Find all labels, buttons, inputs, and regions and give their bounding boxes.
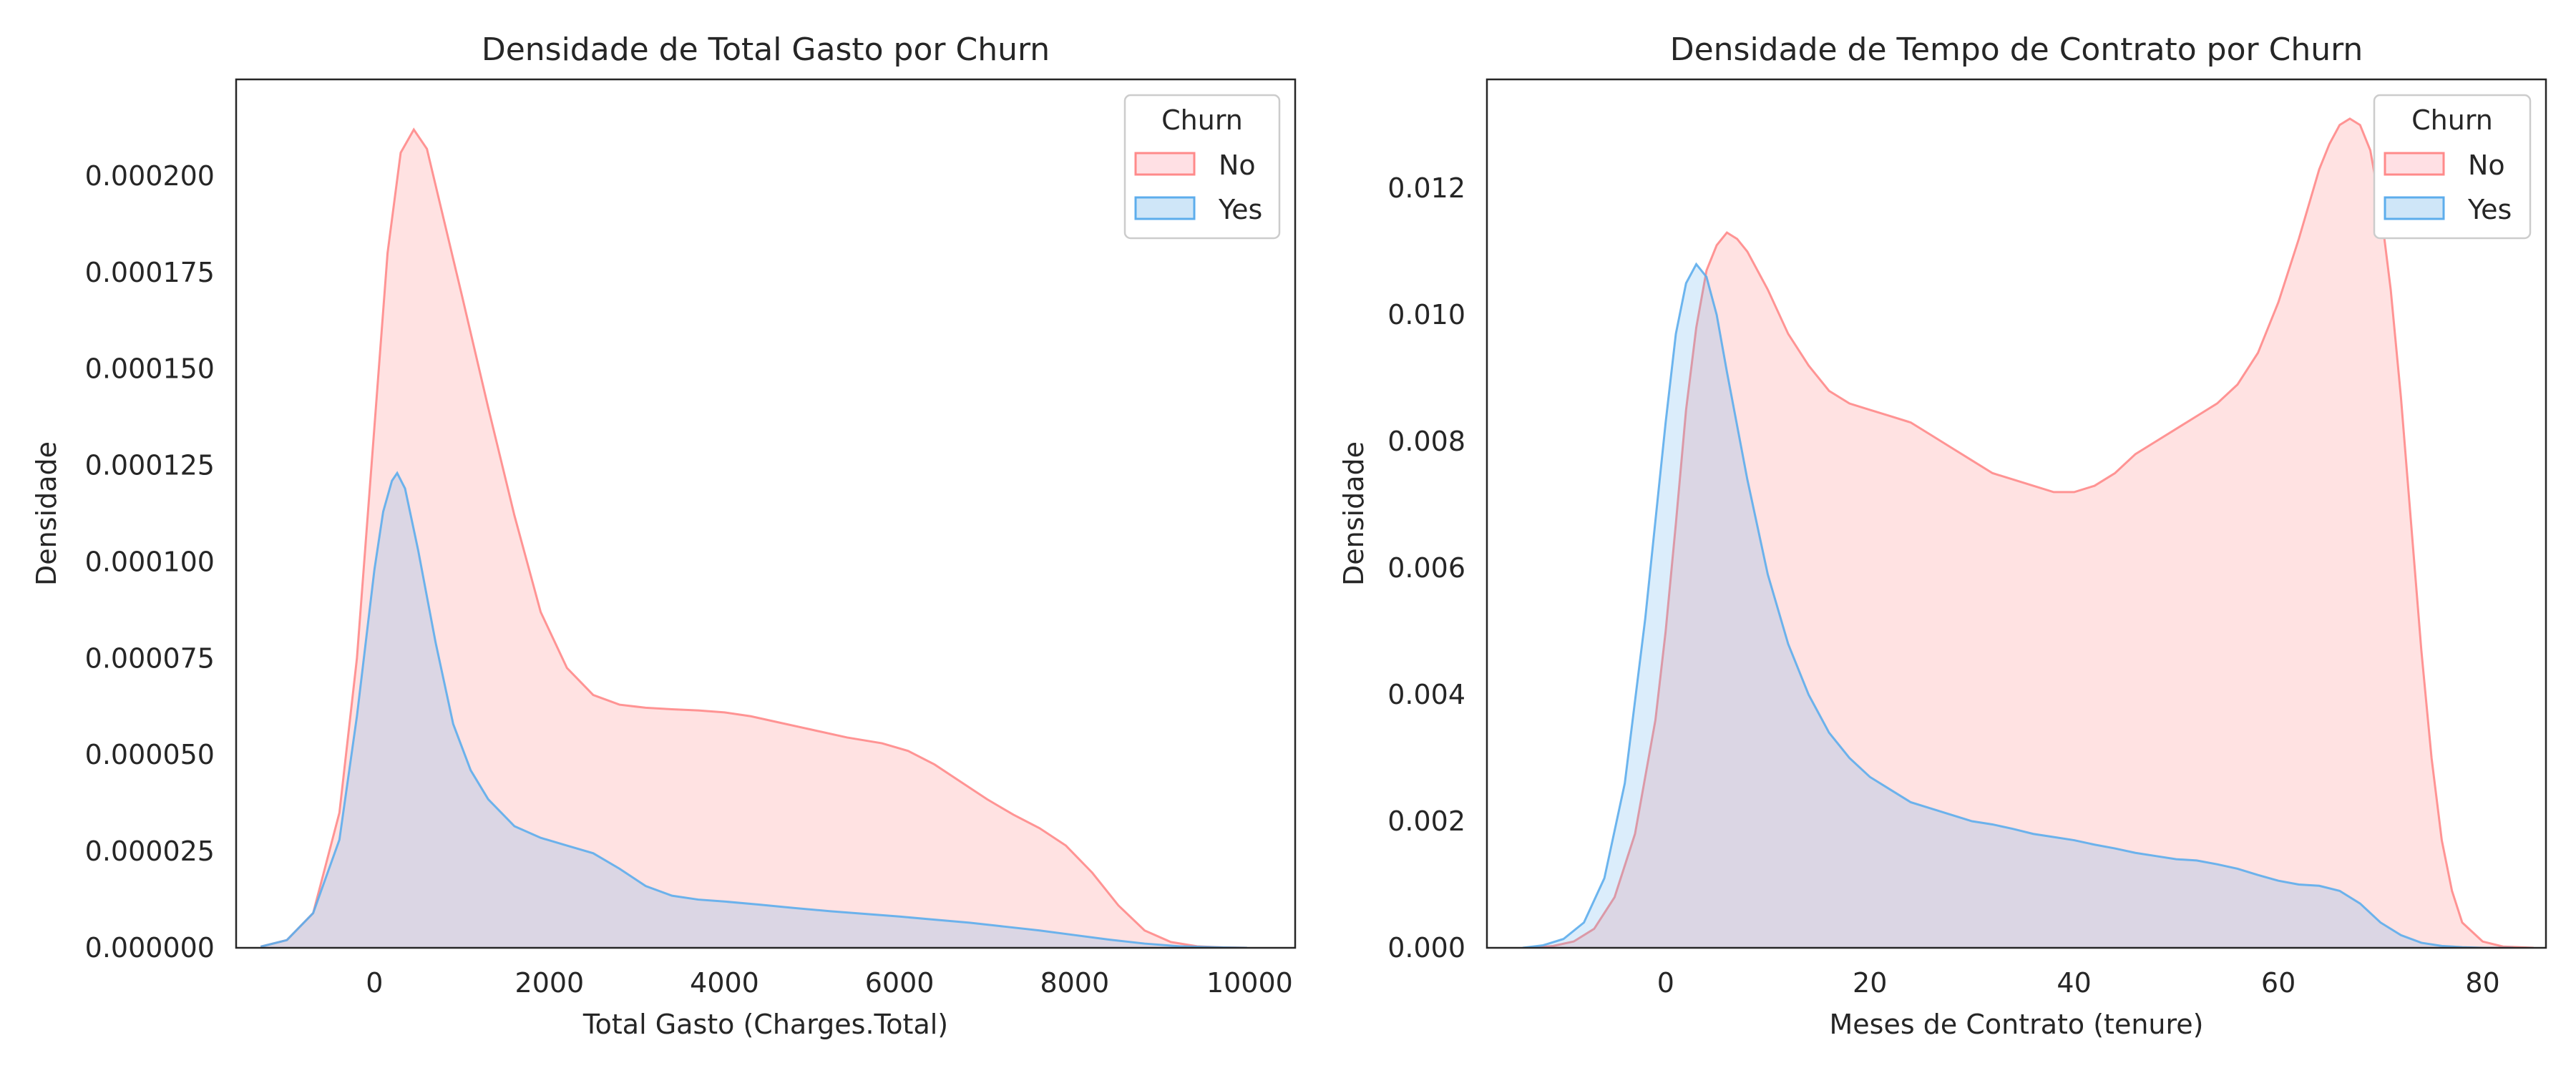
chart-panel-total-gasto: Densidade de Total Gasto por Churn 0 2000… bbox=[31, 31, 1297, 1040]
y-tick-label: 0.000075 bbox=[85, 642, 215, 674]
x-axis-label: Meses de Contrato (tenure) bbox=[1830, 1009, 2204, 1040]
y-tick-label: 0.000100 bbox=[85, 546, 215, 577]
density-line-no bbox=[1533, 117, 2534, 948]
y-tick-label: 0.000000 bbox=[85, 932, 215, 964]
y-tick-label: 0.002 bbox=[1387, 805, 1465, 837]
y-tick-label: 0.010 bbox=[1387, 299, 1465, 330]
plot-frame bbox=[1485, 78, 2547, 949]
x-ticks: 0 20 40 60 80 bbox=[1657, 967, 2500, 999]
plot-frame bbox=[235, 78, 1297, 949]
chart-title: Densidade de Tempo de Contrato por Churn bbox=[1670, 31, 2363, 68]
density-area-no bbox=[1533, 118, 2534, 948]
legend-swatch-no bbox=[2384, 152, 2445, 176]
y-axis-label: Densidade bbox=[31, 441, 62, 586]
density-area-yes bbox=[260, 473, 1247, 948]
legend-swatch-yes bbox=[1134, 196, 1196, 220]
y-tick-label: 0.000025 bbox=[85, 836, 215, 867]
legend-title: Churn bbox=[1161, 104, 1243, 136]
legend-label-yes: Yes bbox=[2467, 194, 2512, 225]
legend-label-yes: Yes bbox=[1218, 194, 1262, 225]
x-tick-label: 40 bbox=[2057, 967, 2091, 999]
density-areas bbox=[1522, 117, 2534, 948]
legend: Churn No Yes bbox=[1123, 94, 1281, 240]
x-tick-label: 8000 bbox=[1040, 967, 1109, 999]
y-tick-label: 0.006 bbox=[1387, 552, 1465, 584]
x-tick-label: 0 bbox=[1657, 967, 1674, 999]
y-ticks: 0.000000 0.000025 0.000050 0.000075 0.000100… bbox=[85, 160, 215, 964]
density-area-no bbox=[260, 129, 1247, 948]
legend-swatch-yes bbox=[2384, 196, 2445, 220]
x-axis-label: Total Gasto (Charges.Total) bbox=[582, 1009, 948, 1040]
x-tick-label: 80 bbox=[2465, 967, 2499, 999]
y-tick-label: 0.000125 bbox=[85, 450, 215, 481]
x-tick-label: 4000 bbox=[690, 967, 759, 999]
density-line-yes bbox=[1522, 262, 2514, 948]
density-areas bbox=[260, 127, 1247, 948]
chart-panel-tempo-contrato: Densidade de Tempo de Contrato por Churn… bbox=[1338, 31, 2547, 1040]
density-line-no bbox=[260, 127, 1247, 948]
x-tick-label: 6000 bbox=[865, 967, 935, 999]
density-area-yes bbox=[1522, 264, 2514, 948]
legend-label-no: No bbox=[1219, 150, 1256, 181]
y-tick-label: 0.000175 bbox=[85, 257, 215, 288]
y-tick-label: 0.004 bbox=[1387, 679, 1465, 710]
legend-label-no: No bbox=[2468, 150, 2505, 181]
legend-title: Churn bbox=[2411, 104, 2493, 136]
legend: Churn No Yes bbox=[2373, 94, 2532, 240]
density-line-yes bbox=[260, 471, 1247, 948]
legend-swatch-no bbox=[1134, 152, 1196, 176]
y-tick-label: 0.000 bbox=[1387, 932, 1465, 964]
y-tick-label: 0.000050 bbox=[85, 739, 215, 770]
x-ticks: 0 2000 4000 6000 8000 10000 bbox=[366, 967, 1293, 999]
x-tick-label: 60 bbox=[2261, 967, 2296, 999]
y-axis-label: Densidade bbox=[1338, 441, 1370, 586]
x-tick-label: 10000 bbox=[1206, 967, 1293, 999]
x-tick-label: 20 bbox=[1853, 967, 1887, 999]
y-tick-label: 0.012 bbox=[1387, 172, 1465, 204]
y-tick-label: 0.000200 bbox=[85, 160, 215, 192]
y-ticks: 0.000 0.002 0.004 0.006 0.008 0.010 0.012 bbox=[1387, 172, 1465, 964]
chart-title: Densidade de Total Gasto por Churn bbox=[482, 31, 1050, 68]
y-tick-label: 0.008 bbox=[1387, 426, 1465, 457]
x-tick-label: 2000 bbox=[515, 967, 585, 999]
x-tick-label: 0 bbox=[366, 967, 383, 999]
y-tick-label: 0.000150 bbox=[85, 353, 215, 385]
